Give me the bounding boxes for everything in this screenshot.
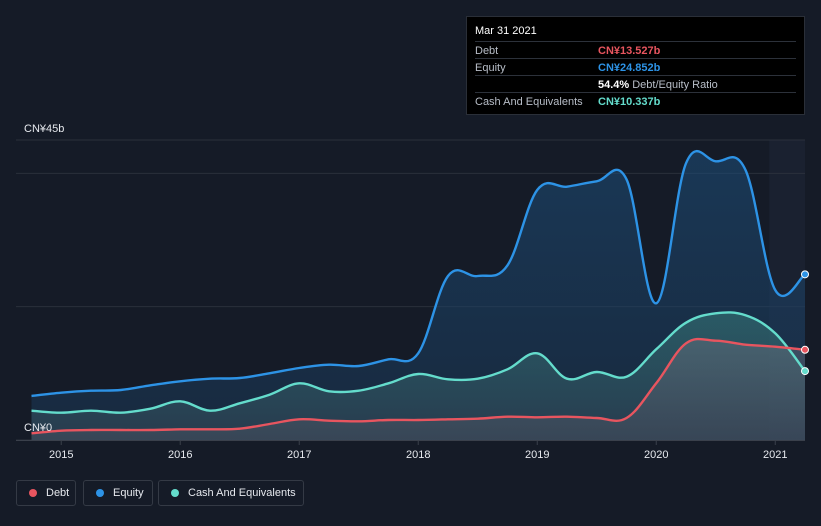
x-tick-label: 2015 bbox=[49, 449, 73, 461]
cash-area bbox=[31, 312, 805, 440]
legend-swatch-debt bbox=[29, 489, 37, 497]
ratio-value: 54.4% bbox=[598, 79, 630, 91]
tooltip-row-debt: Debt CN¥13.527b bbox=[475, 41, 796, 58]
debt-line bbox=[31, 337, 806, 435]
legend-swatch-equity bbox=[96, 489, 104, 497]
tooltip-row-equity: Equity CN¥24.852b bbox=[475, 58, 796, 75]
y-axis-bottom-label: CN¥0 bbox=[24, 422, 53, 434]
legend-debt[interactable]: Debt bbox=[16, 480, 76, 506]
tooltip-row-cash: Cash And Equivalents CN¥10.337b bbox=[475, 92, 796, 109]
x-tick-label: 2021 bbox=[763, 449, 787, 461]
x-tick-label: 2019 bbox=[525, 449, 549, 461]
legend-label-equity: Equity bbox=[113, 487, 144, 499]
legend-equity[interactable]: Equity bbox=[83, 480, 153, 506]
x-tick-label: 2020 bbox=[644, 449, 668, 461]
tooltip-date: Mar 31 2021 bbox=[475, 25, 537, 37]
y-axis-top-label: CN¥45b bbox=[24, 123, 65, 135]
ratio-caption: Debt/Equity Ratio bbox=[632, 79, 718, 91]
x-tick-label: 2016 bbox=[168, 449, 192, 461]
tooltip-label: Debt bbox=[475, 45, 499, 57]
legend-swatch-cash bbox=[171, 489, 179, 497]
legend-cash[interactable]: Cash And Equivalents bbox=[158, 480, 304, 506]
tooltip-value: CN¥24.852b bbox=[598, 62, 661, 74]
cash-end-marker bbox=[801, 367, 809, 376]
equity-area bbox=[31, 151, 805, 440]
tooltip-ratio-value: 54.4% Debt/Equity Ratio bbox=[598, 79, 718, 91]
legend-label-cash: Cash And Equivalents bbox=[188, 487, 296, 499]
legend-label-debt: Debt bbox=[46, 487, 70, 499]
cash-line bbox=[31, 311, 806, 414]
tooltip-row-ratio: 54.4% Debt/Equity Ratio bbox=[475, 75, 796, 92]
equity-end-marker bbox=[801, 270, 809, 279]
tooltip-value: CN¥10.337b bbox=[598, 96, 661, 108]
equity-line bbox=[31, 149, 806, 398]
debt-area bbox=[31, 338, 805, 440]
x-tick-label: 2018 bbox=[406, 449, 430, 461]
data-tooltip: Mar 31 2021 Debt CN¥13.527b Equity CN¥24… bbox=[466, 16, 805, 115]
tooltip-label: Equity bbox=[475, 62, 506, 74]
x-tick-label: 2017 bbox=[287, 449, 311, 461]
debt-end-marker bbox=[801, 345, 809, 354]
tooltip-value: CN¥13.527b bbox=[598, 45, 661, 57]
tooltip-label: Cash And Equivalents bbox=[475, 96, 583, 108]
